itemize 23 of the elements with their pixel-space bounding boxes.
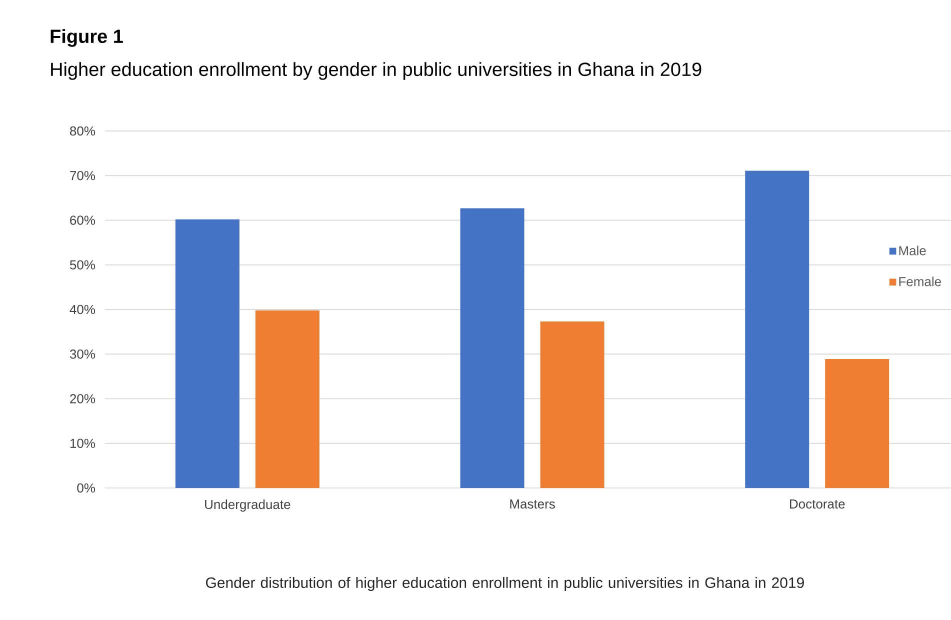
y-tick-label: 20% [70,394,96,404]
y-tick-label: 30% [70,350,96,359]
bar [460,208,524,488]
bar [540,322,604,488]
chart-title: Figure 1 [50,29,123,47]
chart-subtitle: Higher education enrollment by gender in public universities in Ghana in 2019 [51,62,702,80]
bar [175,219,240,488]
x-tick-label: Undergraduate [205,500,290,512]
bar [745,170,810,488]
legend-label: Female [899,276,941,286]
x-axis-title: Gender distribution of higher education enrollment in public universities in Ghana in 2019 [206,576,804,591]
bar [255,310,320,488]
y-tick-label: 70% [70,171,96,180]
y-tick-label: 10% [70,438,96,448]
y-tick-label: 40% [70,304,96,314]
y-tick-label: 50% [70,260,96,270]
legend-label: Male [899,246,926,256]
y-tick-label: 80% [70,126,96,136]
bar [825,359,890,488]
x-tick-label: Doctorate [790,500,845,509]
y-tick-label: 60% [70,216,96,225]
x-tick-label: Masters [510,500,555,509]
y-tick-label: 0% [77,483,96,493]
